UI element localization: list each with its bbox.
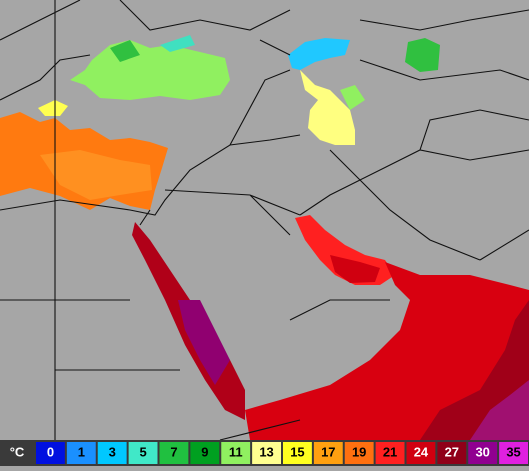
legend-swatch: [406, 442, 436, 464]
border-lines: [0, 0, 529, 441]
sea-green-zone: [110, 40, 140, 62]
legend-swatch: [128, 442, 158, 464]
caspian-north: [288, 38, 350, 70]
legend-swatch: [499, 442, 528, 464]
gulf-warm-zone: [330, 255, 380, 283]
legend-label: 7: [170, 444, 177, 459]
legend-label: 5: [139, 444, 146, 459]
red-sea-hot: [178, 300, 230, 385]
legend-swatch: [221, 442, 251, 464]
legend-swatch: [97, 442, 127, 464]
legend-unit: °C: [10, 444, 25, 459]
legend: °C 0 1 3 5 7 9 11 13 15 17 19 21 24 27 30 35: [0, 440, 529, 466]
legend-label: 1: [78, 444, 85, 459]
legend-label: 17: [321, 444, 335, 459]
arabian-sea-hot: [470, 380, 529, 440]
legend-label: 35: [506, 444, 520, 459]
legend-label: 24: [414, 444, 429, 459]
sea-warm-zone: [40, 150, 152, 200]
legend-label: 0: [47, 444, 54, 459]
legend-label: 9: [201, 444, 208, 459]
sea-cool-zone: [38, 100, 68, 116]
legend-label: 11: [229, 444, 243, 459]
legend-label: 21: [383, 444, 397, 459]
legend-label: 27: [445, 444, 459, 459]
legend-label: 15: [290, 444, 304, 459]
legend-swatch: [283, 442, 312, 464]
legend-swatch: [159, 442, 189, 464]
legend-swatch: [375, 442, 405, 464]
black-sea: [70, 40, 230, 100]
legend-label: 30: [475, 444, 489, 459]
legend-label: 13: [259, 444, 273, 459]
legend-swatch: [468, 442, 498, 464]
legend-swatch: [344, 442, 374, 464]
caspian-south: [300, 70, 355, 145]
legend-swatch: [190, 442, 220, 464]
legend-swatch: [437, 442, 467, 464]
legend-swatch: [66, 442, 96, 464]
legend-swatch: [313, 442, 343, 464]
aral-sea: [405, 38, 440, 72]
azov-sea: [160, 35, 195, 52]
legend-swatch: [252, 442, 281, 464]
kara-bogaz: [340, 85, 365, 110]
legend-label: 3: [109, 444, 116, 459]
legend-swatch: [36, 442, 65, 464]
arabian-sea: [245, 262, 529, 440]
legend-label: 19: [352, 444, 366, 459]
